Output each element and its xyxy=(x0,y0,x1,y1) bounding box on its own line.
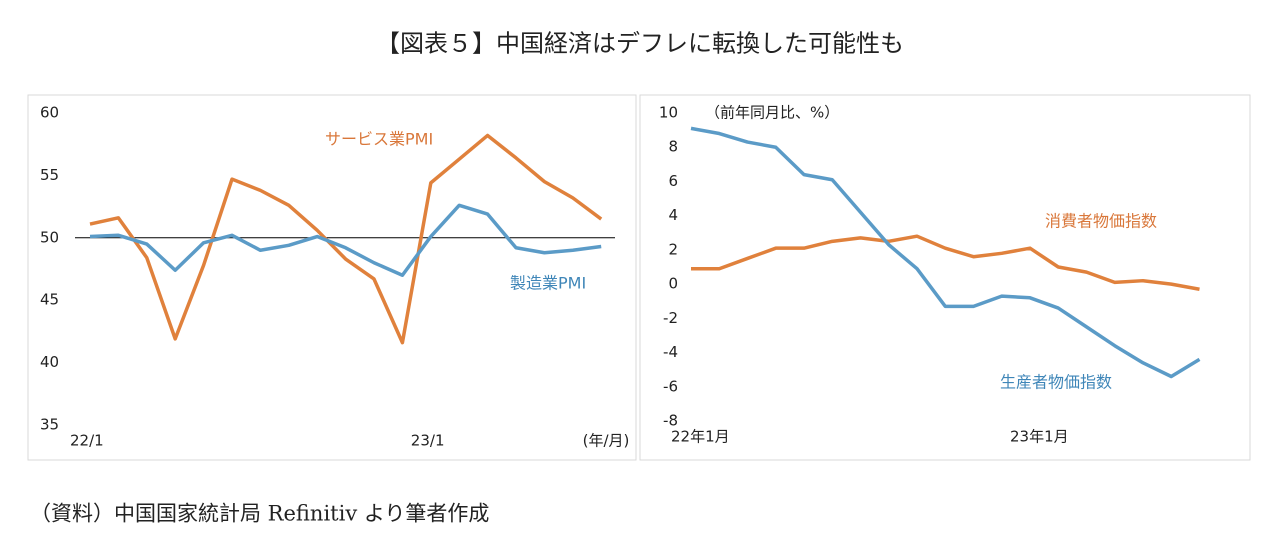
y-tick-label: 4 xyxy=(668,206,678,224)
y-tick-label: 35 xyxy=(40,416,59,434)
y-tick-label: 10 xyxy=(659,104,678,122)
y-tick-label: 40 xyxy=(40,353,59,371)
series-line xyxy=(690,126,1201,379)
x-unit: (年/月) xyxy=(583,432,630,450)
series-label: サービス業PMI xyxy=(325,130,433,149)
series-label: 製造業PMI xyxy=(510,274,586,293)
series-line xyxy=(89,203,602,277)
series-label: 生産者物価指数 xyxy=(1000,373,1112,392)
y-tick-label: -8 xyxy=(663,412,678,430)
x-tick-label: 22年1月 xyxy=(671,428,730,446)
y-tick-label: 50 xyxy=(40,228,59,246)
y-tick-label: 55 xyxy=(40,166,59,184)
source: （資料）中国国家統計局 Refinitiv より筆者作成 xyxy=(30,502,489,526)
series-line xyxy=(89,133,603,345)
y-tick-label: 8 xyxy=(668,138,678,156)
y-tick-label: -2 xyxy=(663,309,678,327)
y-tick-label: 45 xyxy=(40,291,59,309)
y-tick-label: 60 xyxy=(40,104,59,122)
series-line xyxy=(691,234,1200,291)
x-tick-label: 23年1月 xyxy=(1010,428,1069,446)
series-label: 消費者物価指数 xyxy=(1045,212,1157,231)
y-unit: （前年同月比、%） xyxy=(705,104,839,122)
y-tick-label: 2 xyxy=(668,240,678,258)
title: 【図表５】中国経済はデフレに転換した可能性も xyxy=(376,30,904,58)
y-tick-label: 0 xyxy=(668,275,678,293)
panel xyxy=(639,94,1251,461)
x-tick-label: 23/1 xyxy=(411,432,445,450)
y-tick-label: 6 xyxy=(668,172,678,190)
panel xyxy=(27,94,637,461)
x-tick-label: 22/1 xyxy=(70,432,104,450)
y-tick-label: -6 xyxy=(663,377,678,395)
y-tick-label: -4 xyxy=(663,343,678,361)
